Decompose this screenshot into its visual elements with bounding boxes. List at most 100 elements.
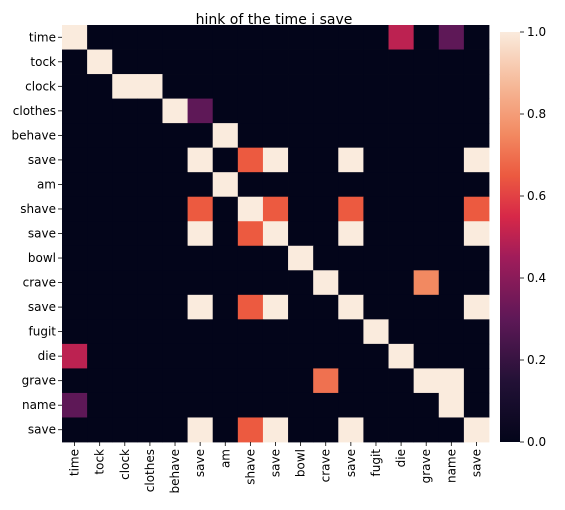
heatmap-cell-10-11 bbox=[338, 270, 364, 296]
heatmap-cell-1-9 bbox=[288, 49, 314, 75]
y-tick-label: bowl bbox=[28, 251, 56, 265]
heatmap-cell-12-12 bbox=[363, 319, 389, 345]
heatmap-cell-7-11 bbox=[338, 196, 364, 222]
heatmap-cell-4-0 bbox=[62, 123, 88, 149]
heatmap-cell-13-3 bbox=[137, 343, 163, 369]
heatmap-cell-5-1 bbox=[87, 147, 113, 173]
heatmap-cell-7-13 bbox=[388, 196, 415, 222]
heatmap-cell-16-10 bbox=[313, 417, 339, 443]
heatmap-cell-8-8 bbox=[262, 221, 289, 247]
heatmap-cell-11-13 bbox=[388, 294, 415, 320]
heatmap-cell-8-5 bbox=[187, 221, 214, 247]
heatmap-cell-16-7 bbox=[237, 417, 264, 443]
heatmap-cell-3-7 bbox=[237, 98, 264, 124]
heatmap-cell-3-1 bbox=[87, 98, 113, 124]
heatmap-cell-1-10 bbox=[313, 49, 339, 75]
colorbar-tick-label: 0.2 bbox=[527, 353, 546, 367]
heatmap-cell-1-8 bbox=[262, 49, 289, 75]
x-tick-label: clock bbox=[118, 449, 132, 480]
chart-title: hink of the time i save bbox=[196, 12, 353, 28]
heatmap-cell-3-4 bbox=[162, 98, 188, 124]
heatmap-cell-14-7 bbox=[237, 368, 264, 394]
heatmap-cell-7-15 bbox=[438, 196, 465, 222]
heatmap-cell-2-5 bbox=[187, 74, 214, 99]
heatmap-cell-6-6 bbox=[212, 172, 239, 198]
heatmap-cell-9-1 bbox=[87, 245, 113, 271]
heatmap-cell-7-16 bbox=[463, 196, 490, 222]
y-tick-label: shave bbox=[20, 202, 56, 216]
heatmap-cell-13-0 bbox=[62, 343, 88, 369]
heatmap-cell-13-10 bbox=[313, 343, 339, 369]
heatmap-cell-13-2 bbox=[112, 343, 138, 369]
heatmap-cell-2-4 bbox=[162, 74, 188, 99]
heatmap-cell-7-4 bbox=[162, 196, 188, 222]
heatmap-cell-4-9 bbox=[288, 123, 314, 149]
y-tick-label: grave bbox=[22, 374, 56, 388]
heatmap-cell-9-11 bbox=[338, 245, 364, 271]
heatmap-cell-9-16 bbox=[463, 245, 490, 271]
heatmap-cell-7-3 bbox=[137, 196, 163, 222]
heatmap-cell-0-13 bbox=[388, 25, 415, 50]
heatmap-cell-4-11 bbox=[338, 123, 364, 149]
x-tick-label: name bbox=[444, 449, 458, 483]
heatmap-cell-6-7 bbox=[237, 172, 264, 198]
heatmap-cell-1-6 bbox=[212, 49, 239, 75]
heatmap-cell-1-4 bbox=[162, 49, 188, 75]
heatmap-cell-8-13 bbox=[388, 221, 415, 247]
heatmap-cell-4-1 bbox=[87, 123, 113, 149]
y-tick-label: time bbox=[29, 30, 56, 44]
x-tick-label: tock bbox=[93, 449, 107, 475]
heatmap-cell-2-16 bbox=[463, 74, 490, 99]
colorbar-gradient bbox=[500, 32, 520, 442]
heatmap-cell-16-8 bbox=[262, 417, 289, 443]
heatmap-cells bbox=[62, 25, 490, 443]
heatmap-cell-15-0 bbox=[62, 392, 88, 418]
heatmap-cell-8-15 bbox=[438, 221, 465, 247]
y-tick-label: save bbox=[28, 153, 56, 167]
heatmap-cell-12-8 bbox=[262, 319, 289, 345]
heatmap-cell-13-5 bbox=[187, 343, 214, 369]
y-tick-label: crave bbox=[23, 276, 56, 290]
heatmap-cell-1-0 bbox=[62, 49, 88, 75]
y-tick-label: fugit bbox=[29, 325, 57, 339]
heatmap-cell-4-7 bbox=[237, 123, 264, 149]
heatmap-cell-2-1 bbox=[87, 74, 113, 99]
heatmap-cell-8-1 bbox=[87, 221, 113, 247]
heatmap-cell-15-9 bbox=[288, 392, 314, 418]
heatmap-cell-16-14 bbox=[413, 417, 440, 443]
heatmap-cell-4-14 bbox=[413, 123, 440, 149]
heatmap-cell-2-9 bbox=[288, 74, 314, 99]
heatmap-cell-13-9 bbox=[288, 343, 314, 369]
heatmap-cell-6-1 bbox=[87, 172, 113, 198]
y-tick-label: name bbox=[22, 398, 56, 412]
heatmap-cell-12-15 bbox=[438, 319, 465, 345]
heatmap-cell-11-8 bbox=[262, 294, 289, 320]
heatmap-cell-0-9 bbox=[288, 25, 314, 50]
y-tick-label: save bbox=[28, 227, 56, 241]
heatmap-cell-15-12 bbox=[363, 392, 389, 418]
heatmap-cell-12-5 bbox=[187, 319, 214, 345]
heatmap-cell-12-3 bbox=[137, 319, 163, 345]
heatmap-cell-15-15 bbox=[438, 392, 465, 418]
heatmap-cell-10-5 bbox=[187, 270, 214, 296]
heatmap-cell-0-2 bbox=[112, 25, 138, 50]
heatmap-cell-2-14 bbox=[413, 74, 440, 99]
heatmap-cell-2-15 bbox=[438, 74, 465, 99]
heatmap-cell-3-13 bbox=[388, 98, 415, 124]
heatmap-cell-15-3 bbox=[137, 392, 163, 418]
heatmap-cell-3-6 bbox=[212, 98, 239, 124]
heatmap-cell-16-12 bbox=[363, 417, 389, 443]
heatmap-cell-3-5 bbox=[187, 98, 214, 124]
heatmap-cell-12-0 bbox=[62, 319, 88, 345]
heatmap-cell-14-10 bbox=[313, 368, 339, 394]
heatmap-cell-4-2 bbox=[112, 123, 138, 149]
heatmap-cell-12-10 bbox=[313, 319, 339, 345]
heatmap-cell-13-1 bbox=[87, 343, 113, 369]
heatmap-cell-5-0 bbox=[62, 147, 88, 173]
heatmap-cell-13-8 bbox=[262, 343, 289, 369]
heatmap-cell-5-15 bbox=[438, 147, 465, 173]
heatmap-cell-7-0 bbox=[62, 196, 88, 222]
heatmap-cell-3-3 bbox=[137, 98, 163, 124]
heatmap-cell-15-10 bbox=[313, 392, 339, 418]
heatmap-cell-11-11 bbox=[338, 294, 364, 320]
